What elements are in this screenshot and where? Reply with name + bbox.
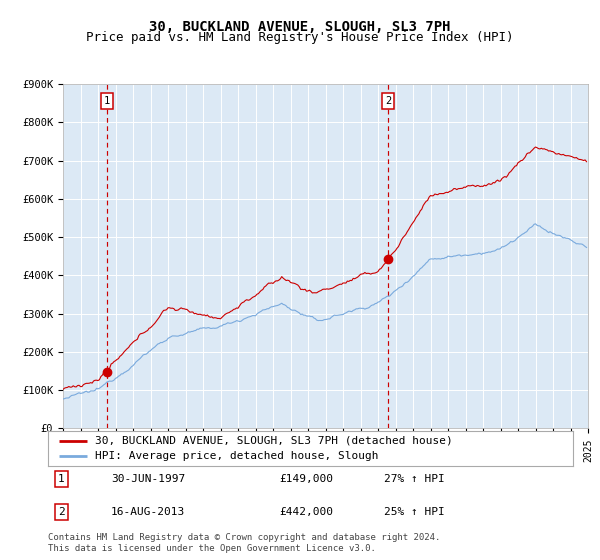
Text: Contains HM Land Registry data © Crown copyright and database right 2024.
This d: Contains HM Land Registry data © Crown c…	[48, 533, 440, 553]
Text: HPI: Average price, detached house, Slough: HPI: Average price, detached house, Slou…	[95, 451, 379, 461]
Text: £149,000: £149,000	[279, 474, 333, 484]
Text: 2: 2	[58, 507, 65, 517]
Text: 27% ↑ HPI: 27% ↑ HPI	[384, 474, 445, 484]
Text: 30, BUCKLAND AVENUE, SLOUGH, SL3 7PH: 30, BUCKLAND AVENUE, SLOUGH, SL3 7PH	[149, 20, 451, 34]
Text: 30-JUN-1997: 30-JUN-1997	[111, 474, 185, 484]
Text: £442,000: £442,000	[279, 507, 333, 517]
Text: 1: 1	[104, 96, 110, 106]
Text: 25% ↑ HPI: 25% ↑ HPI	[384, 507, 445, 517]
Text: Price paid vs. HM Land Registry's House Price Index (HPI): Price paid vs. HM Land Registry's House …	[86, 31, 514, 44]
Text: 1: 1	[58, 474, 65, 484]
Text: 16-AUG-2013: 16-AUG-2013	[111, 507, 185, 517]
Text: 30, BUCKLAND AVENUE, SLOUGH, SL3 7PH (detached house): 30, BUCKLAND AVENUE, SLOUGH, SL3 7PH (de…	[95, 436, 453, 446]
Text: 2: 2	[385, 96, 391, 106]
